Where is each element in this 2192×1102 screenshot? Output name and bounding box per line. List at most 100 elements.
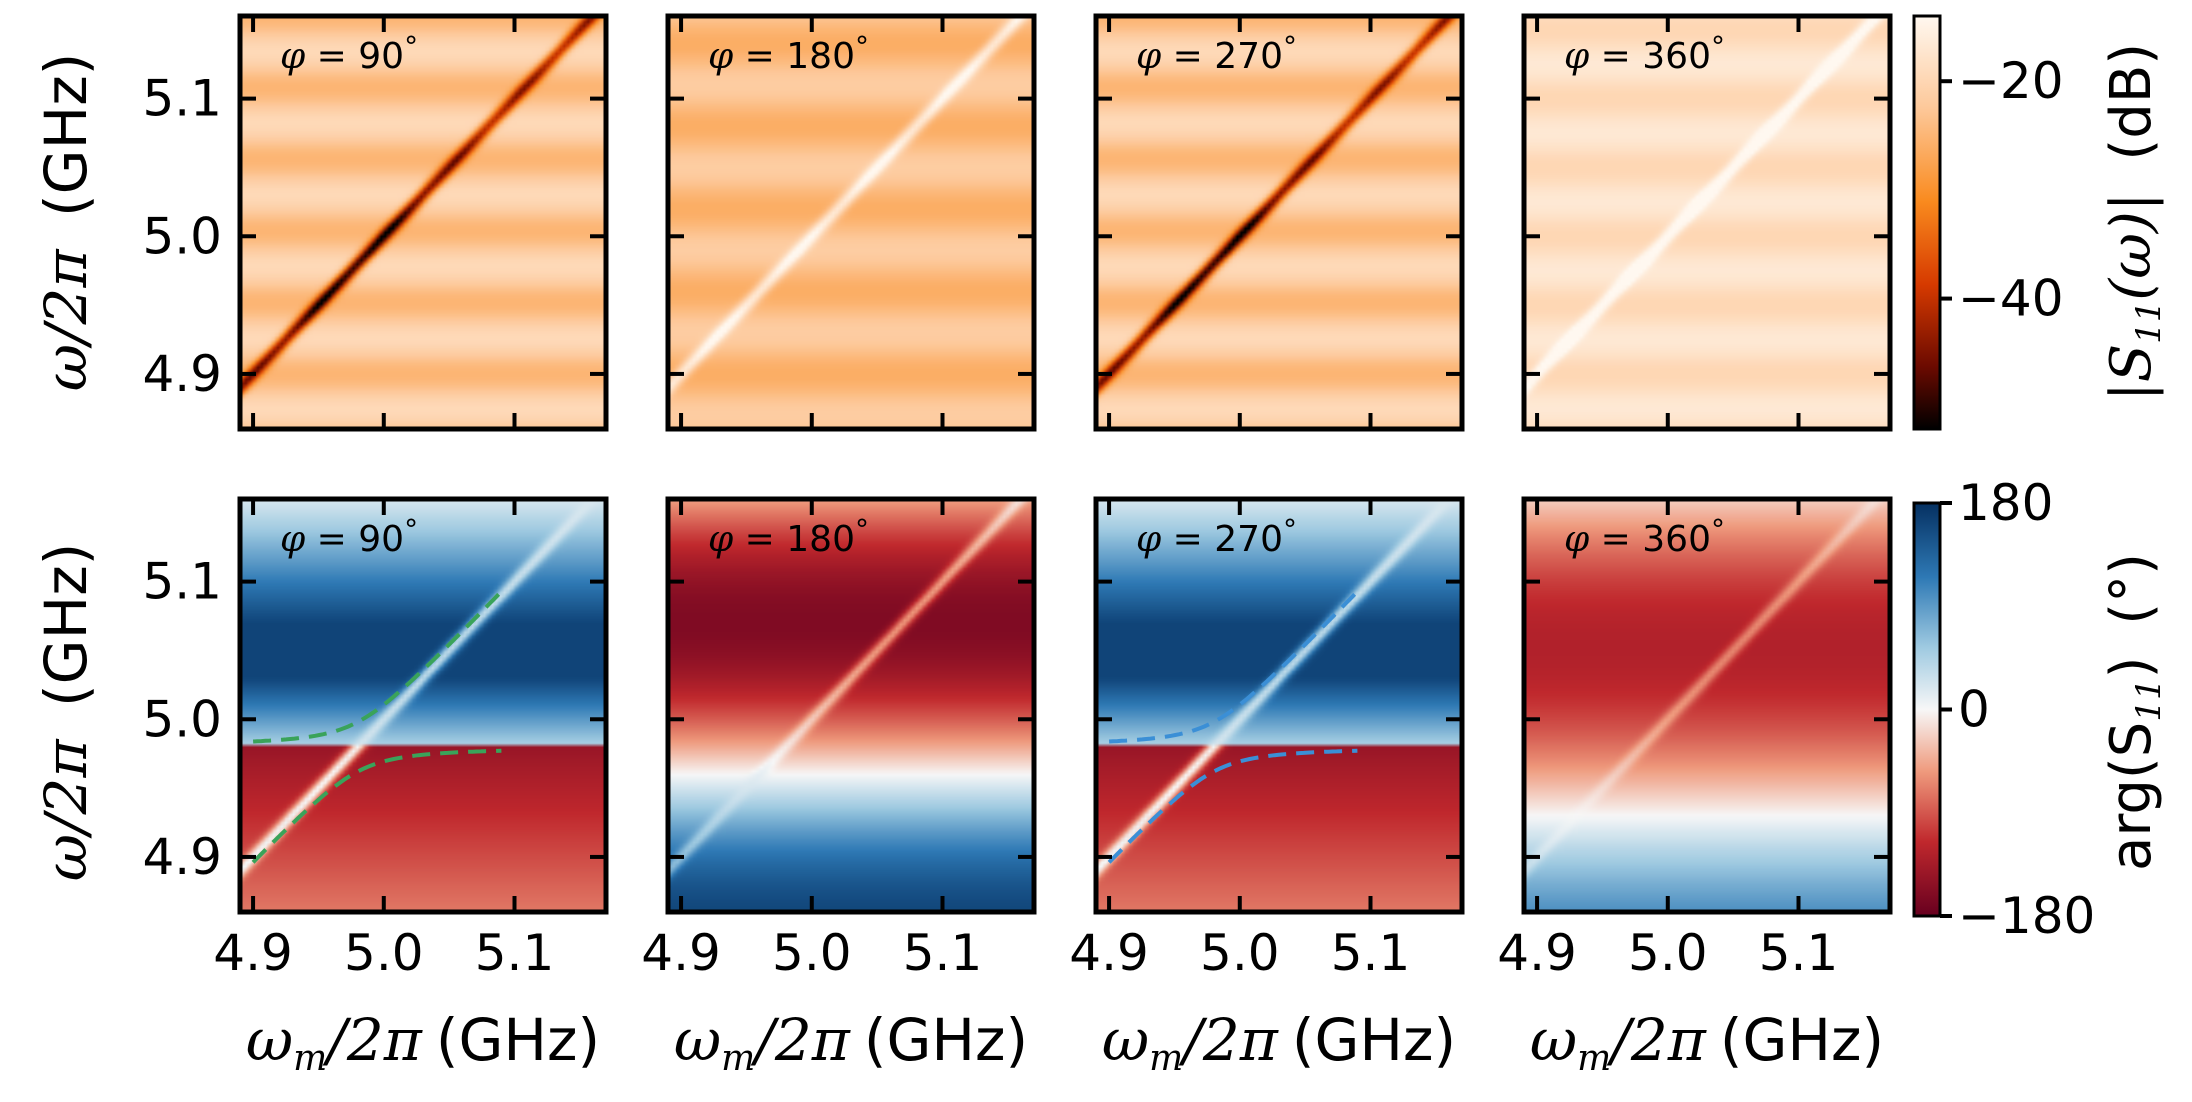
colorbar-magnitude-title: |S11(ω)| (dB) (2099, 43, 2169, 401)
phi-annotation: φ = 360° (1564, 30, 1725, 77)
cb-phase-label-rest: ) (2099, 657, 2164, 679)
y-axis-title-main: ω/2π (32, 739, 100, 882)
panel-phase-phi-90: 4.9 5.0 5.1 4.9 5.0 5.1 ωm/2π (GHz) φ = 90° (142, 496, 609, 1079)
panel-frame (1093, 13, 1465, 432)
heatmap-image (240, 16, 606, 429)
x-tick-label: 5.0 (772, 924, 852, 982)
x-axis-title-main: ω (1102, 1006, 1149, 1074)
y-tick-label: 5.0 (142, 690, 222, 748)
panel-phase-phi-270: 4.9 5.0 5.1 ωm/2π (GHz) φ = 270° (1069, 496, 1465, 1079)
phi-value: 90 (358, 519, 404, 560)
cb-mag-label-main: |S (2099, 344, 2164, 401)
colorbar-phase-ticks: 180 0 −180 (1940, 474, 2095, 945)
cb-mag-label-rest: (ω)| (2099, 192, 2164, 300)
phi-prefix: φ = (1136, 36, 1214, 77)
x-tick-label: 4.9 (1497, 924, 1577, 982)
svg-text:ω/2π (GHz): ω/2π (GHz) (32, 543, 100, 882)
heatmap-image (1096, 499, 1462, 912)
heatmap-image (1524, 499, 1890, 912)
phi-unit: ° (1283, 513, 1297, 546)
phi-annotation: φ = 270° (1136, 30, 1297, 77)
colorbar-phase-title: arg(S11) (°) (2099, 553, 2169, 871)
x-tick-label: 5.0 (1628, 924, 1708, 982)
x-axis-title-sub: m (721, 1038, 755, 1079)
y-axis-title-row-2: ω/2π (GHz) (32, 543, 100, 882)
heatmap-image (668, 499, 1034, 912)
x-axis-title-unit: (GHz) (1720, 1006, 1884, 1074)
panel-frame (1521, 13, 1893, 432)
panel-phase-phi-180: 4.9 5.0 5.1 ωm/2π (GHz) φ = 180° (641, 496, 1037, 1079)
colorbar-tick-label: −40 (1958, 270, 2064, 328)
colorbar-magnitude: −20 −40 |S11(ω)| (dB) (1912, 14, 2169, 431)
cb-phase-label-sub: 11 (2129, 678, 2169, 721)
y-tick-label: 5.1 (142, 70, 222, 128)
phi-value: 270 (1214, 519, 1283, 560)
colorbar-tick-label: 0 (1958, 681, 1990, 739)
heatmap-image (1096, 16, 1462, 429)
y-tick-label: 4.9 (142, 828, 222, 886)
colorbar-tick-label: −180 (1958, 887, 2095, 945)
phi-prefix: φ = (1564, 519, 1642, 560)
y-tick-label: 5.1 (142, 553, 222, 611)
x-axis-title-unit: (GHz) (436, 1006, 600, 1074)
x-axis-title-rest: /2π (1606, 1006, 1706, 1074)
x-tick-label: 5.1 (475, 924, 555, 982)
y-tick-label: 5.0 (142, 207, 222, 265)
colorbar-magnitude-ticks: −20 −40 (1940, 52, 2064, 328)
x-tick-label: 5.1 (1331, 924, 1411, 982)
y-axis-title-row-1: ω/2π (GHz) (32, 53, 100, 392)
phi-unit: ° (404, 30, 418, 63)
panel-magnitude-phi-180: φ = 180° (665, 13, 1037, 432)
panel-magnitude-phi-270: φ = 270° (1093, 13, 1465, 432)
fit-curve-upper (253, 590, 503, 744)
phi-unit: ° (1711, 30, 1725, 63)
colorbar-phase-gradient (1912, 501, 1942, 918)
fit-curve-upper (1109, 590, 1359, 744)
colorbar-magnitude-gradient (1912, 14, 1942, 431)
phi-value: 270 (1214, 36, 1283, 77)
panel-frame (237, 13, 609, 432)
x-axis-title-unit: (GHz) (864, 1006, 1028, 1074)
x-tick-label: 4.9 (213, 924, 293, 982)
phi-unit: ° (855, 513, 869, 546)
panel-frame (665, 496, 1037, 915)
cb-mag-label-unit: (dB) (2099, 43, 2164, 161)
x-axis-title: ωm/2π (GHz) (1530, 1006, 1884, 1079)
heatmap-image (1524, 16, 1890, 429)
phi-value: 360 (1642, 36, 1711, 77)
x-axis-title-main: ω (1530, 1006, 1577, 1074)
x-tick-label: 4.9 (641, 924, 721, 982)
phi-annotation: φ = 270° (1136, 513, 1297, 560)
heatmap-image (668, 16, 1034, 429)
x-tick-label: 5.0 (344, 924, 424, 982)
y-tick-label: 4.9 (142, 345, 222, 403)
phi-value: 90 (358, 36, 404, 77)
x-axis-title-sub: m (1149, 1038, 1183, 1079)
colorbar-tick-label: 180 (1958, 474, 2053, 532)
phi-unit: ° (1283, 30, 1297, 63)
panels-layer: 4.95.05.1φ = 90° φ = 180° φ = 270° φ = 360°… (142, 13, 1893, 1079)
phi-value: 360 (1642, 519, 1711, 560)
panel-magnitude-phi-90: 4.9 5.0 5.1 φ = 90° (142, 13, 609, 432)
x-axis-title-main: ω (246, 1006, 293, 1074)
x-tick-label: 5.1 (903, 924, 983, 982)
phi-unit: ° (1711, 513, 1725, 546)
colorbar-phase: 180 0 −180 arg(S11) (°) (1912, 474, 2169, 945)
phi-annotation: φ = 180° (708, 30, 869, 77)
cb-phase-label-main: arg(S (2099, 722, 2164, 871)
svg-text:ω/2π (GHz): ω/2π (GHz) (32, 53, 100, 392)
phi-annotation: φ = 90° (280, 30, 418, 77)
svg-text:arg(S11) (°): arg(S11) (°) (2099, 553, 2169, 871)
colorbar-tick-label: −20 (1958, 52, 2064, 110)
panel-phase-phi-360: 4.9 5.0 5.1 ωm/2π (GHz) φ = 360° (1497, 496, 1893, 1079)
x-tick-label: 5.1 (1759, 924, 1839, 982)
phi-prefix: φ = (708, 519, 786, 560)
phi-value: 180 (786, 36, 855, 77)
phi-unit: ° (404, 513, 418, 546)
panel-frame (237, 496, 609, 915)
phi-value: 180 (786, 519, 855, 560)
y-axis-title-unit: (GHz) (32, 53, 100, 217)
phi-annotation: φ = 180° (708, 513, 869, 560)
phi-prefix: φ = (280, 519, 358, 560)
